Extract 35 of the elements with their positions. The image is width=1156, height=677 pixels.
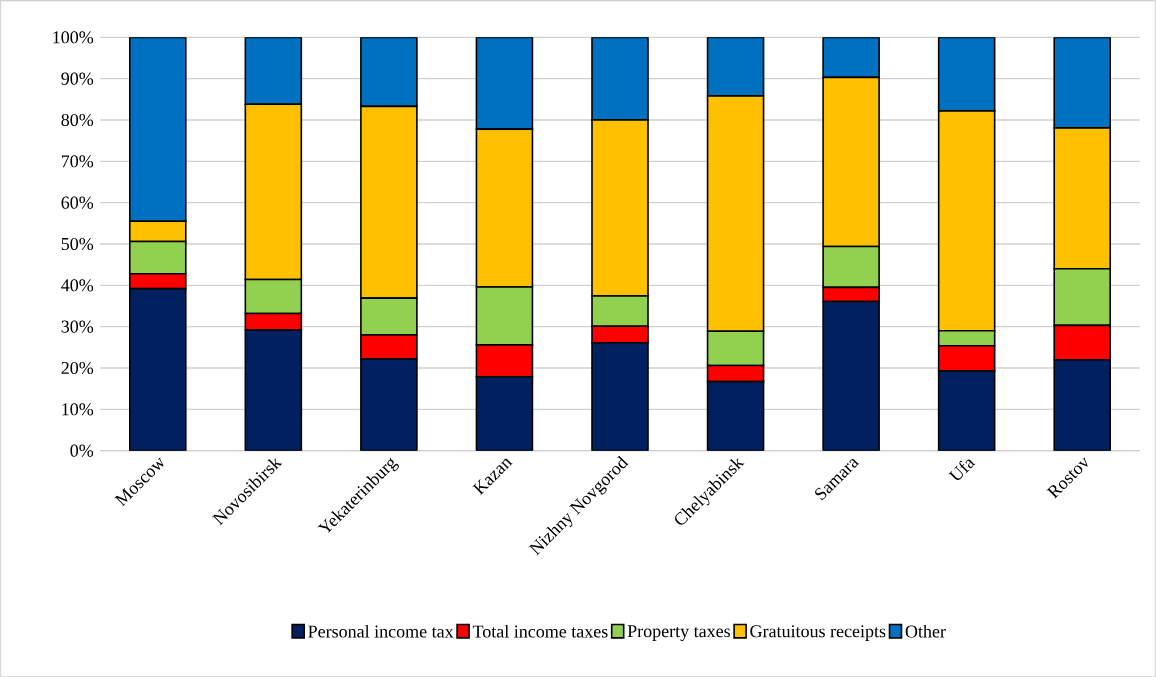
- y-tick-label: 10%: [62, 403, 94, 416]
- bar: [244, 37, 303, 105]
- bar: [937, 37, 996, 112]
- y-tick-label: 80%: [61, 113, 94, 126]
- bar: [1053, 37, 1112, 129]
- y-tick-label: 50%: [61, 237, 94, 250]
- y-tick-label: 70%: [61, 155, 94, 168]
- bar: [706, 37, 765, 97]
- bar: [360, 357, 418, 451]
- bar: [1053, 358, 1112, 451]
- bar: [128, 287, 187, 451]
- y-tick-label: 40%: [61, 279, 94, 292]
- y-tick-label: 60%: [61, 196, 94, 209]
- y-tick-label: 0%: [70, 444, 94, 457]
- bar: [822, 300, 880, 451]
- bar: [475, 37, 534, 130]
- bar: [706, 380, 765, 451]
- legend-label: Property taxes: [627, 625, 730, 641]
- y-tick-label: 100%: [53, 31, 94, 44]
- legend-label: Gratuitous receipts: [750, 625, 886, 641]
- bar: [244, 329, 303, 451]
- bar: [360, 37, 418, 107]
- legend-label: Personal income tax: [308, 624, 454, 638]
- bar: [475, 375, 534, 451]
- bar: [937, 369, 996, 451]
- y-tick-label: 30%: [61, 320, 94, 333]
- legend-label: Other: [905, 624, 946, 638]
- x-tick-label: Ufa: [948, 459, 976, 480]
- bar: [128, 37, 187, 222]
- bar: [822, 37, 880, 79]
- y-tick-label: 20%: [61, 361, 94, 374]
- y-tick-label: 90%: [61, 72, 94, 85]
- bar: [591, 37, 649, 121]
- bar: [591, 341, 649, 451]
- legend-label: Total income taxes: [472, 624, 608, 638]
